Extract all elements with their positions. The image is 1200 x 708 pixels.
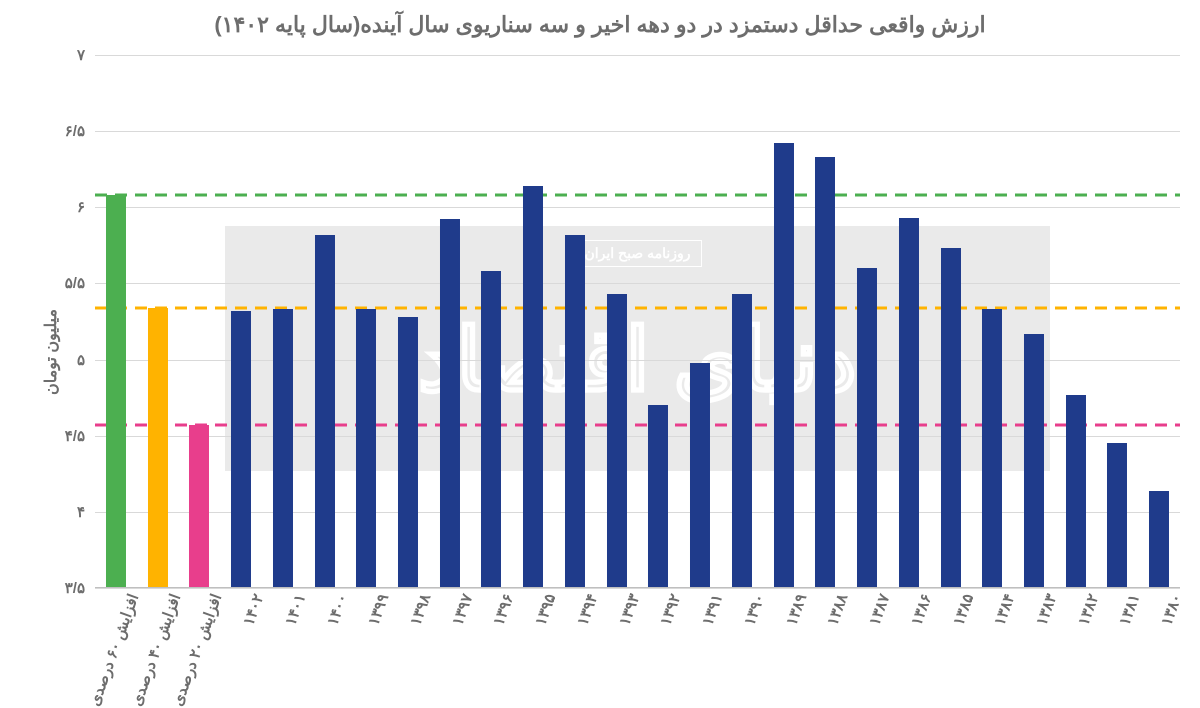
- bar: [106, 195, 126, 588]
- x-tick-label: ۱۳۸۰: [1152, 589, 1186, 627]
- bar: [523, 186, 543, 588]
- x-tick-label: ۱۳۹۱: [693, 589, 727, 627]
- x-tick-label: ۱۳۸۸: [818, 589, 852, 627]
- bar-slot: ۱۳۸۴: [971, 55, 1013, 588]
- bar-slot: ۱۳۹۳: [596, 55, 638, 588]
- bar-slot: ۱۳۸۶: [888, 55, 930, 588]
- chart-title: ارزش واقعی حداقل دستمزد در دو دهه اخیر و…: [0, 12, 1200, 38]
- bar: [982, 309, 1002, 588]
- bar-slot: ۱۳۹۹: [345, 55, 387, 588]
- bar: [1066, 395, 1086, 588]
- x-tick-label: ۱۳۸۹: [776, 589, 810, 627]
- bar-slot: ۱۴۰۲: [220, 55, 262, 588]
- bar: [315, 235, 335, 588]
- bar-slot: ۱۳۸۸: [804, 55, 846, 588]
- y-tick-label: ۴: [77, 503, 95, 521]
- bar: [648, 405, 668, 588]
- bar: [273, 309, 293, 588]
- x-tick-label: ۱۳۹۸: [401, 589, 435, 627]
- x-tick-label: ۱۴۰۰: [317, 589, 351, 627]
- x-tick-label: ۱۴۰۱: [276, 589, 310, 627]
- bar: [1149, 491, 1169, 588]
- bar: [440, 219, 460, 588]
- x-tick-label: ۱۳۹۵: [526, 589, 560, 627]
- bar: [857, 268, 877, 588]
- x-tick-label: ۱۳۹۰: [735, 589, 769, 627]
- bar: [690, 363, 710, 588]
- bar: [1024, 334, 1044, 588]
- bar-slot: ۱۳۹۲: [638, 55, 680, 588]
- bar-slot: افزایش ۶۰ درصدی: [95, 55, 137, 588]
- bar-slot: افزایش ۲۰ درصدی: [178, 55, 220, 588]
- bar-slot: ۱۳۹۸: [387, 55, 429, 588]
- bar-slot: ۱۳۹۶: [471, 55, 513, 588]
- bar-slot: ۱۴۰۱: [262, 55, 304, 588]
- x-tick-label: ۱۳۸۶: [901, 589, 935, 627]
- bar-slot: ۱۳۹۵: [512, 55, 554, 588]
- bar-slot: افزایش ۴۰ درصدی: [137, 55, 179, 588]
- bar: [940, 248, 960, 588]
- y-tick-label: ۵: [77, 351, 95, 369]
- bar: [815, 157, 835, 588]
- x-tick-label: ۱۳۸۱: [1110, 589, 1144, 627]
- x-tick-label: ۱۳۹۴: [568, 589, 602, 627]
- bar-slot: ۱۳۹۱: [679, 55, 721, 588]
- bar-slot: ۱۳۸۹: [763, 55, 805, 588]
- bar-slot: ۱۳۸۱: [1097, 55, 1139, 588]
- x-tick-label: ۱۳۸۵: [943, 589, 977, 627]
- x-tick-label: ۱۳۸۳: [1027, 589, 1061, 627]
- bar: [356, 309, 376, 588]
- x-tick-label: ۱۳۹۶: [484, 589, 518, 627]
- bar-slot: ۱۳۸۳: [1013, 55, 1055, 588]
- bar-slot: ۱۳۸۰: [1138, 55, 1180, 588]
- x-tick-label: ۱۳۹۹: [359, 589, 393, 627]
- bar: [732, 294, 752, 588]
- gridline: [95, 588, 1180, 589]
- bar: [607, 294, 627, 588]
- x-tick-label: ۱۳۸۲: [1068, 589, 1102, 627]
- bar: [398, 317, 418, 588]
- x-axis-line: [95, 587, 1180, 588]
- bar: [774, 143, 794, 588]
- bar-slot: ۱۳۸۵: [930, 55, 972, 588]
- bar: [189, 425, 209, 588]
- y-tick-label: ۶/۵: [65, 122, 95, 140]
- bar-slot: ۱۳۸۲: [1055, 55, 1097, 588]
- bar: [481, 271, 501, 588]
- bar: [148, 308, 168, 588]
- bar-slot: ۱۳۹۴: [554, 55, 596, 588]
- y-tick-label: ۴/۵: [65, 427, 95, 445]
- bar-slot: ۱۴۰۰: [304, 55, 346, 588]
- y-axis-label: میلیون تومان: [41, 309, 61, 395]
- bar-slot: ۱۳۹۷: [429, 55, 471, 588]
- y-tick-label: ۷: [77, 46, 95, 64]
- bar-slot: ۱۳۸۷: [846, 55, 888, 588]
- plot-area: روزنامه صبح ایران دنیای اقتصاد ۳/۵۴۴/۵۵۵…: [95, 55, 1180, 588]
- y-tick-label: ۶: [77, 198, 95, 216]
- x-tick-label: ۱۳۹۷: [442, 589, 476, 627]
- x-tick-label: ۱۴۰۲: [234, 589, 268, 627]
- x-tick-label: ۱۳۹۲: [651, 589, 685, 627]
- x-tick-label: ۱۳۸۷: [860, 589, 894, 627]
- bar: [899, 218, 919, 588]
- y-tick-label: ۳/۵: [65, 579, 95, 597]
- bar: [565, 235, 585, 588]
- x-tick-label: ۱۳۹۳: [609, 589, 643, 627]
- bars-group: ۱۳۸۰۱۳۸۱۱۳۸۲۱۳۸۳۱۳۸۴۱۳۸۵۱۳۸۶۱۳۸۷۱۳۸۸۱۳۸۹…: [95, 55, 1180, 588]
- bar: [231, 311, 251, 588]
- bar: [1107, 443, 1127, 588]
- y-tick-label: ۵/۵: [65, 274, 95, 292]
- x-tick-label: ۱۳۸۴: [985, 589, 1019, 627]
- bar-slot: ۱۳۹۰: [721, 55, 763, 588]
- chart-container: ارزش واقعی حداقل دستمزد در دو دهه اخیر و…: [0, 0, 1200, 703]
